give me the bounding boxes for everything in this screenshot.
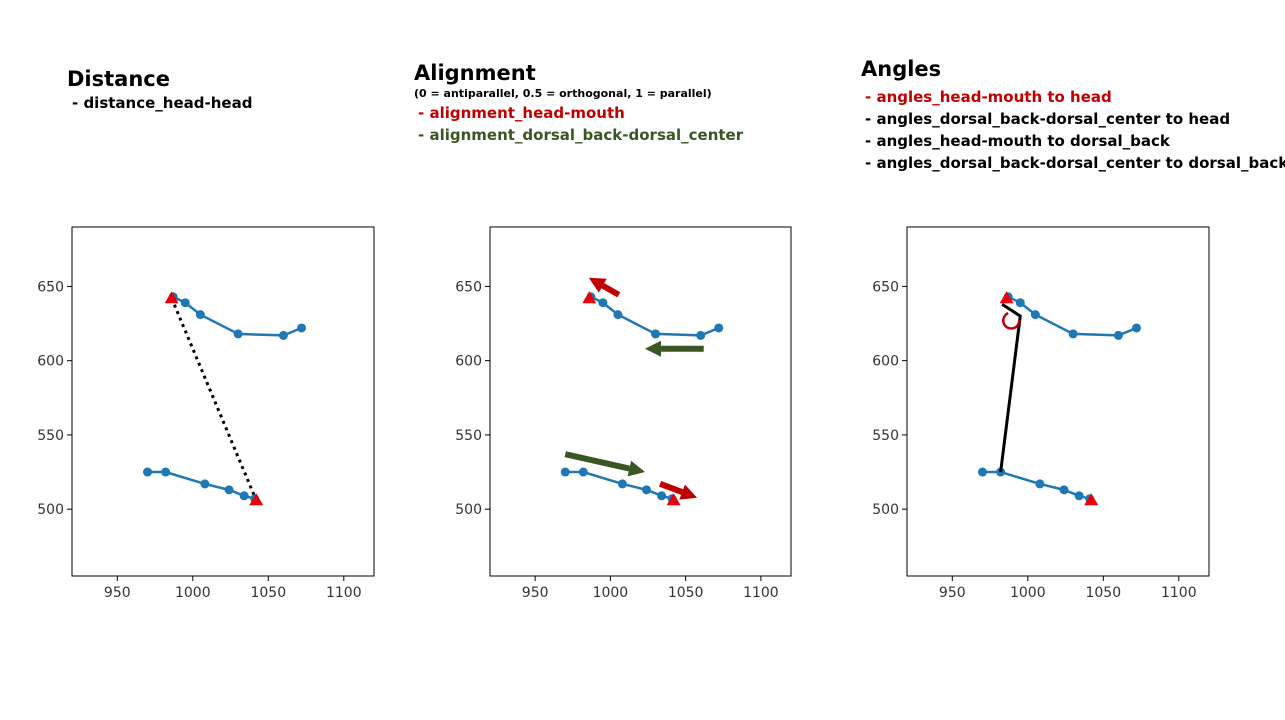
x-tick-label: 950: [522, 585, 549, 601]
head-marker: [582, 291, 597, 304]
data-point: [180, 298, 190, 308]
data-point: [1074, 491, 1084, 501]
data-point: [239, 491, 249, 501]
data-point: [1015, 298, 1025, 308]
data-point: [1113, 330, 1123, 340]
metric-label: - alignment_dorsal_back-dorsal_center: [418, 126, 744, 144]
x-tick-label: 1050: [1085, 585, 1121, 601]
axes-frame: [71, 226, 375, 577]
arrow-head-mouth-lower: [659, 480, 698, 500]
head-marker: [666, 493, 681, 506]
panel-header-angles: Angles - angles_head-mouth to head - ang…: [861, 56, 1285, 174]
metric-label: - angles_dorsal_back-dorsal_center to do…: [865, 154, 1285, 172]
x-tick-label: 1050: [250, 585, 286, 601]
data-point: [714, 323, 724, 333]
data-point: [1030, 310, 1040, 320]
panel-items: - distance_head-head: [67, 92, 252, 114]
data-point: [1035, 479, 1045, 489]
y-tick-label: 550: [872, 428, 899, 444]
data-point: [161, 467, 171, 477]
y-tick-label: 600: [872, 354, 899, 370]
data-point: [224, 485, 234, 495]
arrow-shaft: [564, 451, 631, 472]
chart-alignment: 950 1000 1050 1100 500 550 600 650: [455, 226, 792, 601]
data-point: [696, 330, 706, 340]
panel-items: - alignment_head-mouth - alignment_dorsa…: [418, 102, 743, 146]
arrow-head: [588, 277, 607, 293]
y-tick-label: 500: [37, 502, 64, 518]
arrow-head-mouth-upper: [588, 277, 621, 298]
x-tick-label: 1000: [175, 585, 211, 601]
data-point: [1132, 323, 1142, 333]
data-point: [560, 467, 570, 477]
x-tick-label: 950: [939, 585, 966, 601]
data-point: [1068, 329, 1078, 339]
data-point: [297, 323, 307, 333]
x-tick-label: 1000: [1010, 585, 1046, 601]
head-marker: [999, 291, 1014, 304]
data-point: [143, 467, 152, 477]
axes-frame: [489, 226, 792, 577]
panel-title: Distance: [67, 67, 170, 91]
x-tick-label: 1100: [1161, 585, 1197, 601]
y-tick-label: 550: [455, 428, 482, 444]
arrow-dorsal-upper: [645, 340, 704, 357]
x-tick-label: 1000: [593, 585, 629, 601]
head-marker: [164, 291, 179, 304]
x-tick-label: 950: [104, 585, 131, 601]
data-point: [613, 310, 623, 320]
arrow-head: [645, 340, 662, 357]
panel-title: Alignment: [414, 61, 536, 85]
head-marker: [249, 493, 264, 506]
arrow-shaft: [659, 480, 684, 495]
panel-note: (0 = antiparallel, 0.5 = orthogonal, 1 =…: [414, 87, 712, 100]
y-tick-label: 550: [37, 428, 64, 444]
y-tick-label: 600: [37, 354, 64, 370]
panel-header-alignment: Alignment (0 = antiparallel, 0.5 = ortho…: [414, 60, 743, 146]
arrow-dorsal-lower: [564, 451, 646, 477]
arrow-head: [679, 484, 698, 500]
panel-title: Angles: [861, 57, 942, 81]
metric-label: - distance_head-head: [72, 94, 253, 112]
data-point: [278, 330, 288, 340]
data-point: [617, 479, 627, 489]
arrow-head: [627, 460, 646, 477]
arrow-shaft: [601, 283, 621, 298]
data-point: [578, 467, 588, 477]
data-point: [642, 485, 652, 495]
angle-lines: [999, 302, 1022, 473]
y-tick-label: 500: [872, 502, 899, 518]
y-tick-label: 650: [455, 279, 482, 295]
distance-line: [170, 297, 258, 501]
axes-frame: [906, 226, 1210, 577]
data-point: [200, 479, 210, 489]
chart-distance: 950 1000 1050 1100 500 550 600 650: [37, 226, 375, 601]
data-point: [657, 491, 667, 501]
metric-label: - angles_head-mouth to head: [865, 88, 1112, 106]
y-tick-label: 600: [455, 354, 482, 370]
data-point: [1059, 485, 1069, 495]
data-point: [233, 329, 243, 339]
metric-label: - alignment_head-mouth: [418, 104, 625, 122]
x-tick-label: 1050: [668, 585, 704, 601]
angle-arc: [1002, 311, 1021, 330]
data-point: [195, 310, 205, 320]
data-point: [978, 467, 987, 477]
metric-label: - angles_dorsal_back-dorsal_center to he…: [865, 110, 1231, 128]
panel-items: - angles_head-mouth to head - angles_dor…: [865, 86, 1285, 174]
y-tick-label: 650: [37, 279, 64, 295]
data-point: [598, 298, 608, 308]
metric-label: - angles_head-mouth to dorsal_back: [865, 132, 1170, 150]
head-marker: [1084, 493, 1099, 506]
x-tick-label: 1100: [326, 585, 362, 601]
y-tick-label: 500: [455, 502, 482, 518]
x-tick-label: 1100: [743, 585, 779, 601]
y-tick-label: 650: [872, 279, 899, 295]
data-point: [651, 329, 661, 339]
panel-header-distance: Distance - distance_head-head: [67, 66, 252, 114]
chart-angles: 950 1000 1050 1100 500 550 600 650: [872, 226, 1210, 601]
